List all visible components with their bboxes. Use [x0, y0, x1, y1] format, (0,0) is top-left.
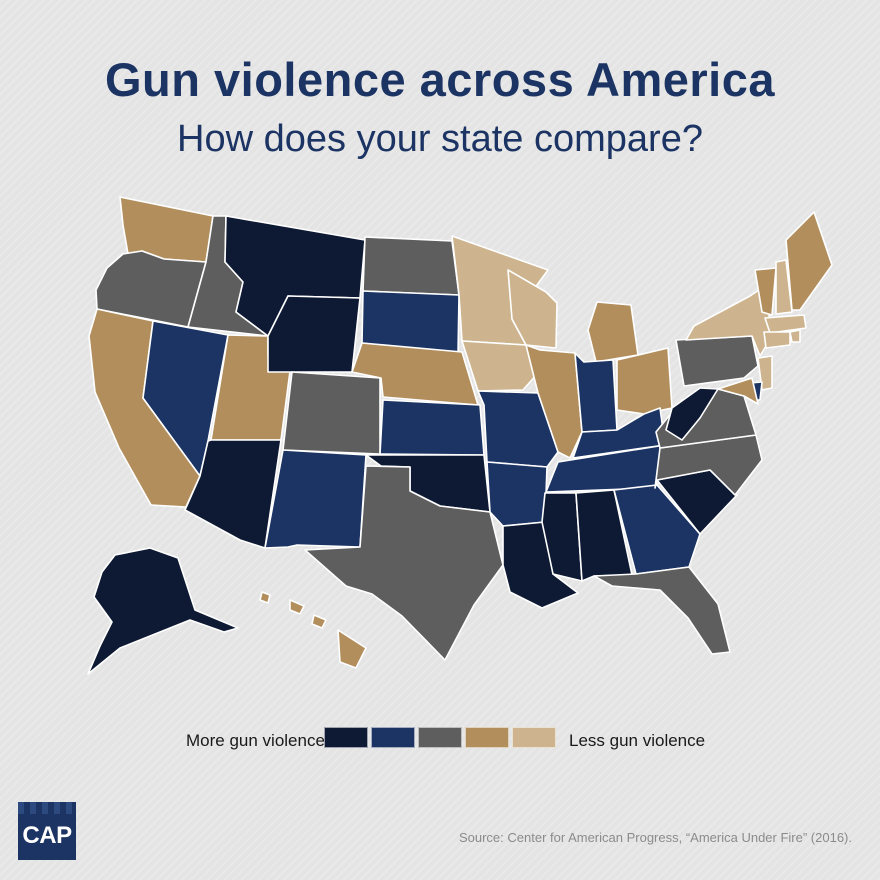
- cap-logo: CAP: [18, 802, 76, 860]
- legend-swatch-3: [418, 727, 462, 748]
- state-vt: [754, 267, 777, 316]
- state-oh: [616, 347, 673, 415]
- state-ga: [613, 484, 701, 575]
- state-wi: [507, 269, 558, 349]
- legend-swatch-2: [371, 727, 415, 748]
- legend-swatch-4: [465, 727, 509, 748]
- logo-stripe: [18, 802, 76, 814]
- source-note: Source: Center for American Progress, “A…: [458, 830, 852, 845]
- state-wv: [665, 387, 719, 441]
- state-ne: [351, 342, 479, 406]
- state-ak: [87, 547, 239, 675]
- logo-text: CAP: [22, 822, 72, 849]
- state-in: [574, 352, 618, 433]
- legend-less-label: Less gun violence: [569, 731, 706, 750]
- state-nc: [654, 434, 763, 496]
- state-ma: [764, 314, 807, 334]
- legend-swatch-5: [512, 727, 556, 748]
- legend: More gun violence Less gun violence: [0, 727, 880, 755]
- state-ks: [379, 399, 485, 456]
- state-ky: [572, 407, 666, 459]
- state-md: [717, 377, 759, 405]
- state-wy: [267, 295, 361, 373]
- legend-more-label: More gun violence: [186, 731, 325, 750]
- state-mi: [587, 301, 639, 363]
- state-ia: [461, 340, 539, 392]
- state-ri: [789, 329, 801, 343]
- legend-swatch-1: [324, 727, 368, 748]
- state-ar: [486, 461, 548, 527]
- state-co: [282, 371, 381, 455]
- state-nm: [264, 449, 367, 549]
- state-hi: [259, 591, 367, 669]
- state-me: [785, 211, 833, 311]
- state-az: [184, 439, 282, 549]
- state-fl: [593, 566, 731, 655]
- state-ms: [541, 492, 583, 582]
- map-title: Gun violence across America: [104, 53, 776, 106]
- state-pa: [675, 335, 759, 387]
- state-nd: [362, 236, 460, 296]
- state-tx: [304, 465, 504, 661]
- state-ct: [763, 331, 791, 349]
- map-subtitle: How does your state compare?: [177, 118, 703, 160]
- state-nh: [775, 259, 793, 315]
